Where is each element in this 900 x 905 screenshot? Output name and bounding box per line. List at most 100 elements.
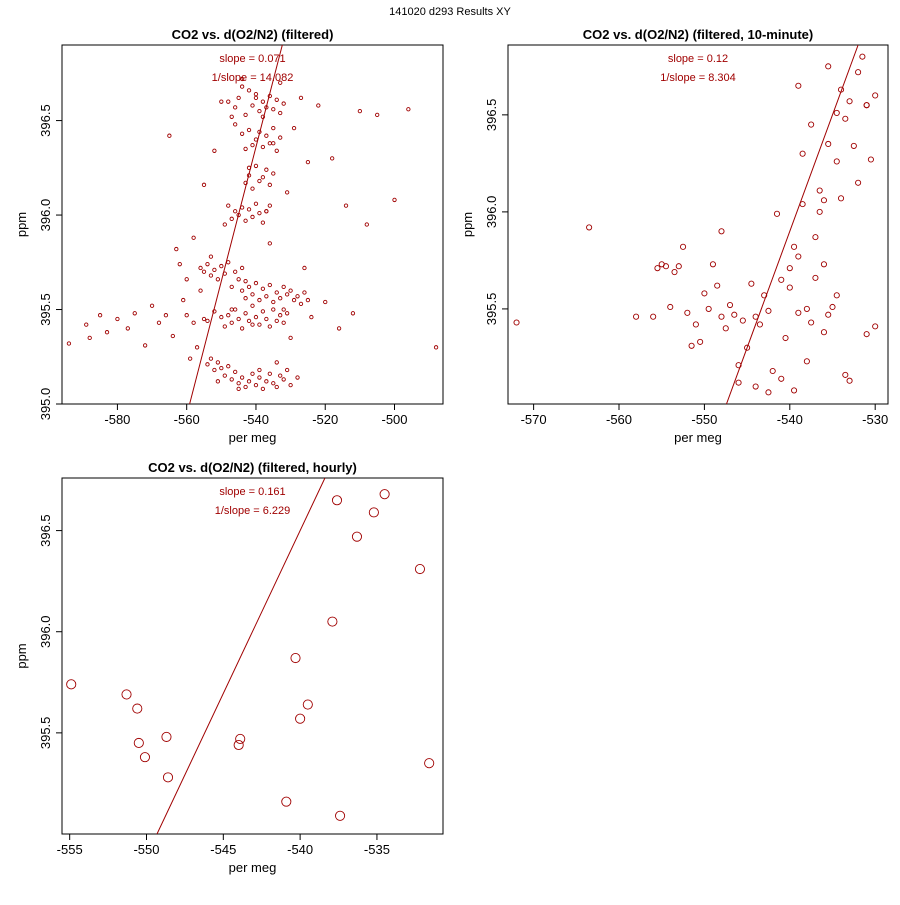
data-point [786,265,793,272]
data-point [219,314,224,320]
x-tick-label: -550 [691,412,717,427]
data-point [274,148,279,153]
data-point [219,99,224,104]
y-tick-label: 396.0 [38,199,53,232]
data-point [705,305,712,312]
data-point [782,334,789,342]
data-point [829,303,836,311]
data-point [177,262,182,267]
data-point [246,173,252,178]
x-tick-label: -580 [104,412,130,427]
data-point [375,112,380,118]
data-point [260,99,266,104]
data-point [667,303,674,311]
x-tick-label: -530 [862,412,888,427]
x-axis-label: per meg [674,430,722,445]
data-point [267,93,272,99]
data-point [808,121,815,128]
data-point [233,105,238,110]
data-point [208,273,214,278]
data-point [271,381,276,386]
data-point [149,303,155,308]
chart-panel-1: CO2 vs. d(O2/N2) (filtered) -580 -560 -540 -… [14,27,444,445]
data-point [778,375,785,382]
data-point [201,182,207,187]
data-point [316,103,321,108]
data-point [662,263,670,270]
data-point [243,180,248,186]
data-point [205,362,210,367]
data-point [257,211,262,216]
data-point [330,156,335,161]
data-point [104,330,110,335]
data-point [726,301,734,309]
x-tick-label: -545 [210,842,236,857]
data-point [274,384,279,390]
chart-title: CO2 vs. d(O2/N2) (filtered, 10-minute) [583,27,813,42]
data-point [350,311,356,316]
data-point [250,142,255,148]
data-point [295,713,306,724]
data-point [229,320,234,325]
data-point [820,329,828,336]
data-point [586,224,593,231]
data-point [121,689,132,700]
data-point [253,201,259,206]
data-point [284,311,290,316]
data-point [239,288,245,293]
data-point [281,284,286,290]
data-point [233,739,244,751]
data-point [205,318,210,324]
data-point [406,107,411,112]
data-point [184,313,189,318]
data-point [142,343,148,348]
data-point [735,362,742,369]
data-point [786,284,793,291]
data-point [675,263,682,270]
chart-panel-3: CO2 vs. d(O2/N2) (filtered, hourly) -555 -… [14,460,444,875]
data-point [229,114,234,119]
chart-title: CO2 vs. d(O2/N2) (filtered) [172,27,334,42]
data-point [233,122,238,127]
plots-group: CO2 vs. d(O2/N2) (filtered) -580 -560 -540 -… [14,27,889,875]
data-point [267,203,272,208]
data-point [278,110,283,116]
data-point [215,360,221,365]
data-point [267,182,272,187]
data-point [837,195,845,202]
x-tick-label: -540 [777,412,803,427]
data-point [812,274,819,281]
data-point [274,290,279,295]
data-point [184,277,189,282]
data-point [709,261,716,268]
data-point [803,305,810,312]
data-point [226,203,231,208]
data-point [791,243,798,250]
data-point [281,101,286,106]
data-point [278,80,283,85]
data-point [229,377,234,382]
data-point [239,131,245,136]
data-point [260,175,266,180]
data-point [222,222,227,227]
data-point [833,292,840,299]
data-point [739,317,746,324]
data-point [260,144,266,150]
data-point [302,265,307,271]
data-point [825,311,832,318]
data-point [253,314,259,320]
data-point [284,292,290,297]
y-tick-label: 395.5 [38,293,53,326]
data-point [264,133,269,138]
data-point [235,733,246,744]
data-point [392,197,397,203]
data-point [846,98,853,105]
data-point [201,269,207,274]
data-point [271,171,276,176]
data-point [115,316,120,322]
slope-annotation: 1/slope = 14.082 [212,72,294,84]
data-point [833,158,840,165]
data-point [125,326,130,331]
data-point [327,616,338,627]
